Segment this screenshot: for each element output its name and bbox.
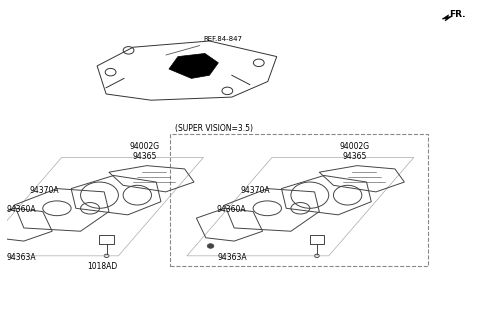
Text: 94360A: 94360A xyxy=(6,205,36,215)
Text: 94002G: 94002G xyxy=(129,142,159,151)
Polygon shape xyxy=(169,53,218,78)
Text: 94363A: 94363A xyxy=(7,253,36,261)
Polygon shape xyxy=(442,15,452,21)
Text: 1018AD: 1018AD xyxy=(87,262,117,271)
Text: 94363A: 94363A xyxy=(217,253,247,261)
Circle shape xyxy=(0,244,3,248)
Text: (SUPER VISION=3.5): (SUPER VISION=3.5) xyxy=(175,124,253,133)
Text: 94365: 94365 xyxy=(343,152,367,161)
Text: 94370A: 94370A xyxy=(240,186,270,195)
Text: REF.84-847: REF.84-847 xyxy=(166,36,242,55)
Circle shape xyxy=(207,244,214,248)
Text: 94370A: 94370A xyxy=(30,186,60,195)
Text: 94365: 94365 xyxy=(132,152,157,161)
Text: 94002G: 94002G xyxy=(340,142,370,151)
Text: 94360A: 94360A xyxy=(216,205,246,215)
Text: FR.: FR. xyxy=(449,10,466,19)
